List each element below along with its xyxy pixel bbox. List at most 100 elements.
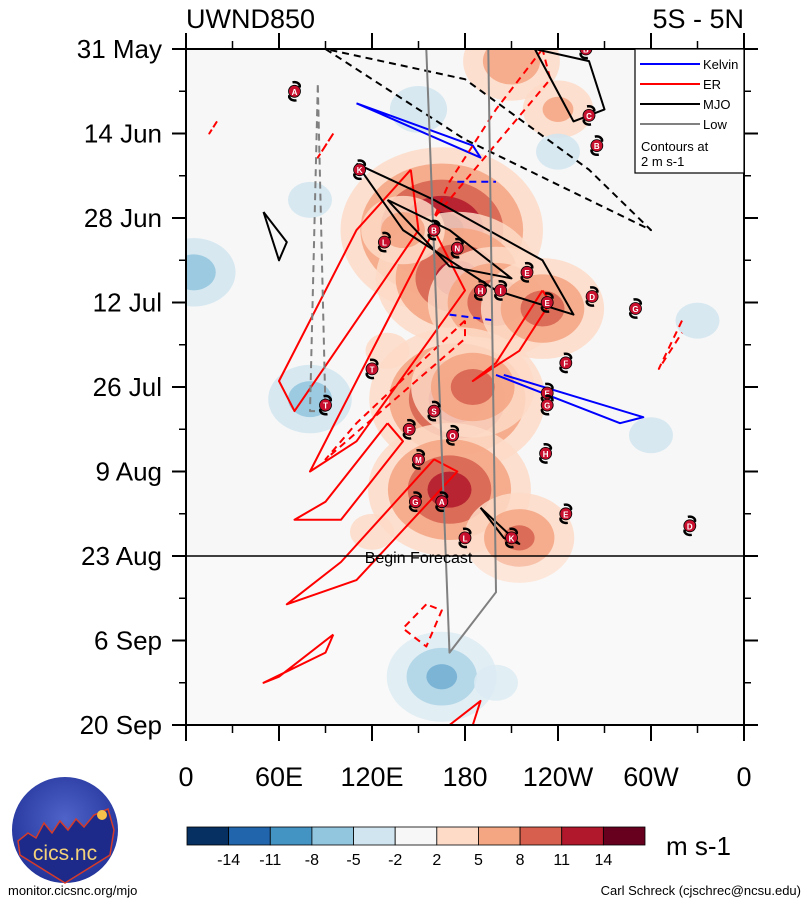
storm-dot	[353, 163, 367, 177]
cyclone-icon	[579, 52, 589, 60]
storm-marker: L	[458, 527, 472, 549]
x-tick-label: 60E	[255, 762, 303, 792]
colorbar-tick-label: -2	[388, 852, 402, 869]
storm-marker: K	[353, 159, 367, 181]
contour-mjo-neg	[324, 49, 652, 232]
storm-dot	[446, 428, 460, 442]
cyclone-icon	[412, 448, 425, 470]
cyclone-icon	[427, 219, 441, 241]
storm-dot	[408, 495, 422, 509]
forecast-start-label: Begin Forecast	[365, 550, 473, 567]
colorbar-tick-label: -5	[346, 852, 360, 869]
cyclone-icon	[582, 104, 596, 126]
storm-marker: G	[540, 394, 554, 416]
storm-dot	[494, 283, 508, 297]
legend-note-2: 2 m s-1	[641, 154, 684, 169]
x-tick-label: 0	[736, 762, 751, 792]
storm-dot	[540, 296, 554, 309]
storm-marker: I	[494, 279, 508, 301]
contour-kelvin-neg	[449, 313, 497, 322]
storm-label: E	[545, 299, 551, 308]
colorbar-tick-label: -14	[217, 852, 240, 869]
storm-label: E	[545, 390, 551, 399]
contour-er-pos	[278, 169, 420, 413]
footer-url[interactable]: monitor.cicsnc.org/mjo	[8, 883, 138, 898]
cyclone-icon	[559, 503, 573, 525]
colorbar-swatch	[561, 826, 604, 846]
storm-dot	[402, 422, 416, 436]
storm-marker: E	[520, 261, 534, 283]
cyclone-icon	[539, 442, 553, 464]
storm-marker: T	[365, 358, 379, 380]
storm-dot	[365, 362, 379, 376]
storm-label: I	[499, 287, 501, 296]
storm-label: S	[431, 408, 437, 417]
cyclone-icon	[319, 394, 332, 416]
forecast-line-group: Begin Forecast	[186, 550, 744, 567]
cyclone-icon	[377, 231, 391, 253]
anomaly-blob	[427, 471, 472, 508]
colorbar-swatch	[186, 826, 230, 846]
storm-dot	[412, 452, 425, 466]
storm-marker: F	[559, 352, 573, 374]
storm-label: F	[407, 426, 412, 435]
colorbar-swatch	[394, 826, 438, 846]
anomaly-blob	[288, 181, 332, 218]
cyclone-icon	[458, 527, 472, 549]
colorbar-tick-label: 2	[432, 852, 441, 869]
storm-marker: A	[435, 491, 449, 513]
cyclone-icon	[585, 286, 599, 307]
storm-dot	[474, 283, 487, 297]
contour-low-neg	[309, 85, 327, 413]
contour-er-pos	[448, 699, 482, 725]
cyclone-icon	[446, 424, 460, 446]
y-tick-label: 6 Sep	[94, 626, 162, 656]
storm-label: O	[449, 432, 455, 441]
storm-marker: B	[579, 46, 593, 60]
cyclone-icon	[402, 418, 416, 440]
storm-marker: S	[427, 400, 441, 422]
footer-credit: Carl Schreck (cjschrec@ncsu.edu)	[600, 883, 801, 898]
cyclone-icon	[353, 159, 367, 181]
storm-dot	[559, 507, 573, 521]
forecast-region	[186, 556, 744, 725]
storm-marker: O	[446, 424, 460, 446]
storm-marker: B	[427, 219, 441, 241]
anomaly-blob	[629, 417, 673, 454]
storm-label: K	[509, 534, 515, 543]
storm-marker: D	[683, 515, 697, 537]
storm-label: L	[463, 534, 468, 543]
contour-er-pos	[293, 422, 404, 521]
colorbar-swatch	[353, 826, 396, 846]
storm-label: B	[583, 46, 589, 55]
colorbar-tick-label: -11	[259, 852, 281, 869]
cyclone-icon	[540, 394, 554, 416]
storm-dot	[435, 495, 449, 509]
storm-label: F	[563, 359, 568, 368]
anomaly-blob	[542, 96, 574, 122]
storm-label: A	[439, 498, 445, 507]
colorbar-swatch	[269, 826, 313, 846]
storm-label: T	[323, 402, 328, 411]
storm-marker: T	[319, 394, 332, 416]
cyclone-icon	[427, 400, 441, 422]
storm-label: T	[370, 365, 375, 374]
contour-mjo-pos	[262, 211, 288, 262]
y-tick-label: 9 Aug	[95, 457, 162, 487]
storm-marker: E	[559, 503, 573, 525]
cyclone-icon	[474, 279, 487, 301]
storm-dot	[540, 398, 554, 412]
cyclone-icon	[288, 80, 301, 102]
x-tick-label: 60W	[623, 762, 679, 792]
legend-box	[634, 48, 745, 174]
storm-marker: A	[288, 80, 301, 102]
axes: 31 May 14 Jun 28 Jun 12 Jul 26 Jul 9 Aug 23 Au…	[77, 33, 758, 792]
y-tick-label: 12 Jul	[93, 288, 162, 318]
contour-er-neg	[324, 319, 466, 461]
colorbar-tick-label: 14	[594, 852, 612, 869]
y-tick-label: 14 Jun	[84, 119, 162, 149]
legend-label-er: ER	[703, 77, 721, 92]
colorbar-swatch	[602, 826, 646, 846]
